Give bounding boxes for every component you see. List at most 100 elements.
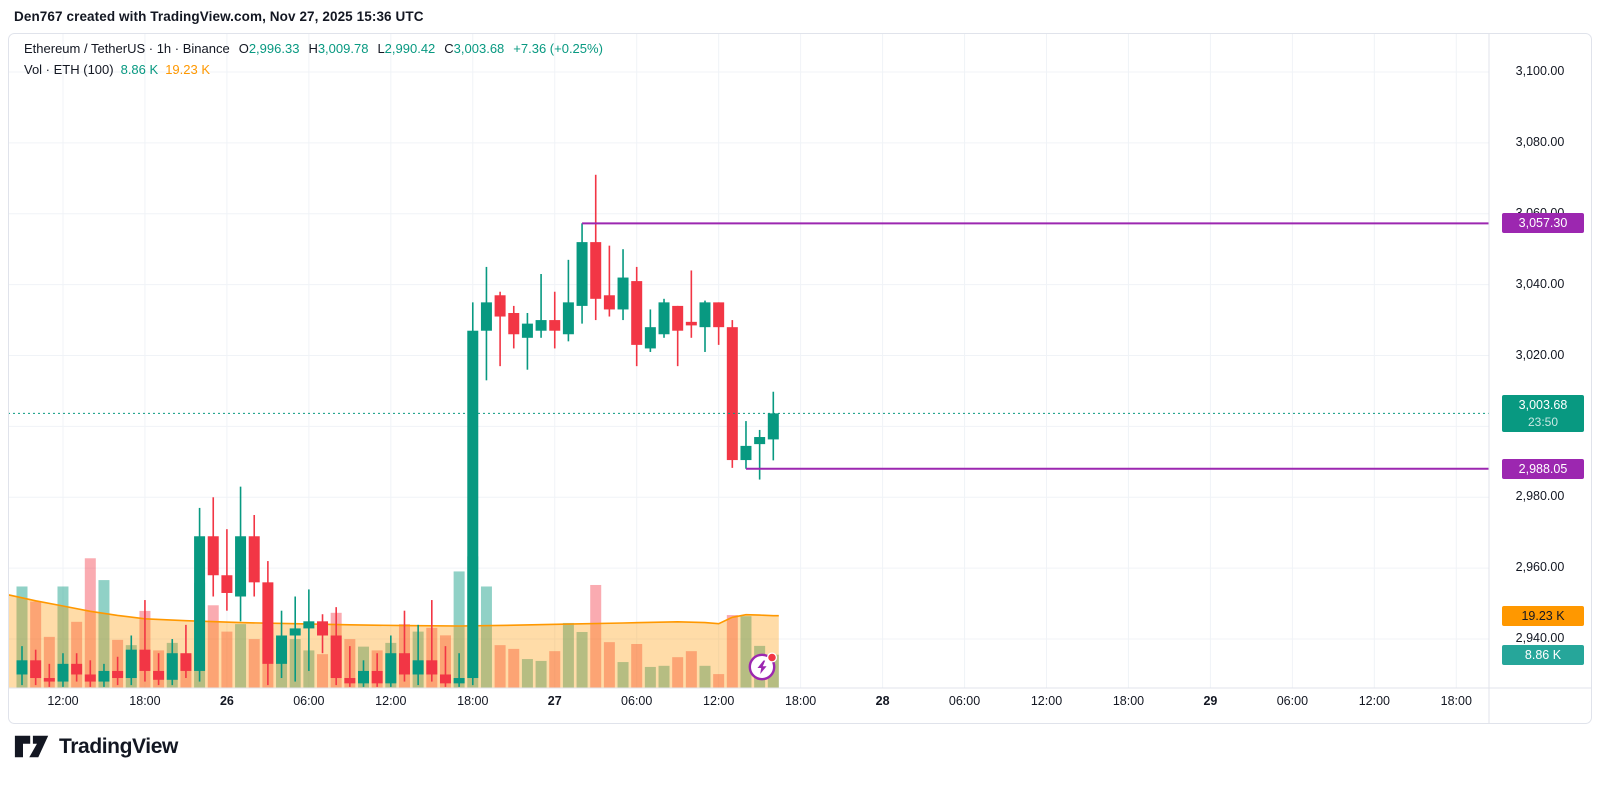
time-axis-label: 27 — [547, 694, 562, 708]
legend-symbol-row[interactable]: Ethereum / TetherUS · 1h · Binance O2,99… — [24, 41, 603, 56]
bar-countdown: 23:50 — [1527, 414, 1559, 429]
candle-body — [84, 674, 96, 682]
gridlines — [8, 33, 1489, 688]
symbol-title[interactable]: Ethereum / TetherUS · 1h · Binance — [24, 41, 230, 56]
candle-body — [754, 437, 766, 445]
volume-bar — [207, 605, 219, 688]
time-axis-label: 18:00 — [1112, 694, 1145, 708]
lightning-icon — [757, 660, 767, 674]
level-badge-3057: 3,057.30 — [1502, 213, 1584, 234]
candle-body — [631, 281, 643, 345]
volume-bar — [590, 584, 602, 688]
ohlc-open: O2,996.33 — [238, 41, 300, 56]
candle-wick — [676, 305, 679, 367]
time-axis-label: 12:00 — [703, 694, 735, 708]
last-price-value: 3,003.68 — [1518, 397, 1568, 412]
volume-bar — [453, 571, 465, 688]
candle-wick — [608, 245, 611, 317]
candle-body — [658, 302, 670, 335]
attribution-text: Den767 created with TradingView.com, Nov… — [14, 9, 424, 24]
candle-body — [535, 320, 547, 331]
tradingview-logo-text: TradingView — [59, 734, 178, 758]
volume-value: 8.86 K — [120, 62, 159, 77]
candle-body — [57, 663, 69, 682]
price-axis-label: 2,940.00 — [1515, 631, 1565, 646]
candle-body — [221, 575, 233, 593]
candle-wick — [48, 663, 51, 687]
candle-body — [71, 663, 83, 675]
candle-body — [508, 312, 520, 335]
volume-bar — [43, 636, 55, 688]
candle-body — [180, 653, 192, 671]
candle-body — [685, 321, 697, 326]
volume-bar — [235, 624, 247, 688]
volume-bar — [726, 615, 738, 688]
time-axis-label: 06:00 — [1276, 694, 1309, 708]
volume-bar — [57, 586, 69, 688]
candle-body — [235, 536, 247, 597]
candle-body — [30, 660, 42, 679]
notification-dot — [766, 652, 778, 663]
candle-wick — [567, 259, 570, 342]
candle-body — [549, 320, 561, 331]
volume-bar — [248, 639, 260, 688]
candle-body — [467, 330, 479, 679]
candle-body — [562, 302, 574, 335]
volume-bar — [699, 665, 711, 688]
candle-body — [767, 413, 779, 440]
candle-wick — [403, 610, 406, 682]
time-axis-label: 06:00 — [948, 694, 981, 708]
tradingview-logo[interactable]: TradingView — [14, 733, 178, 760]
candle-body — [153, 670, 165, 680]
candle-body — [672, 305, 684, 331]
volume-bar — [631, 644, 643, 688]
time-axis-label: 12:00 — [47, 694, 79, 708]
candle-wick — [376, 653, 378, 687]
candle-body — [289, 628, 301, 636]
candle-wick — [431, 600, 433, 682]
candle-wick — [185, 624, 187, 679]
volume-bar — [562, 622, 574, 688]
price-change: +7.36 (+0.25%) — [513, 41, 603, 56]
time-axis-label: 18:00 — [1440, 694, 1472, 708]
candle-wick — [540, 274, 542, 338]
candle-body — [453, 678, 465, 684]
volume-bar — [521, 659, 533, 688]
volume-title[interactable]: Vol · ETH (100) — [24, 62, 114, 77]
candle-body — [125, 649, 137, 679]
candle-wick — [349, 646, 351, 687]
candle-body — [398, 653, 410, 675]
time-axis-label: 06:00 — [621, 694, 653, 708]
time-axis-label: 12:00 — [1030, 694, 1063, 708]
candle-body — [726, 327, 738, 461]
candle-body — [521, 323, 533, 338]
time-axis-label: 28 — [875, 694, 890, 708]
candle-body — [439, 674, 451, 684]
candle-body — [98, 670, 110, 682]
candle-wick — [458, 653, 460, 687]
candle-body — [358, 670, 369, 684]
candle-body — [590, 242, 602, 299]
ohlc-low: L2,990.42 — [377, 41, 436, 56]
candle-wick — [690, 270, 693, 338]
candle-wick — [526, 312, 529, 370]
candle-body — [740, 445, 752, 461]
last-price-badge: 3,003.68 23:50 — [1502, 394, 1584, 432]
volume-bar — [84, 558, 96, 688]
candle-body — [617, 277, 629, 310]
volume-bar — [535, 660, 547, 688]
volume-bar — [713, 674, 725, 688]
candle-body — [371, 670, 383, 684]
volume-bar — [603, 642, 615, 688]
candle-wick — [417, 624, 419, 686]
quick-trade-button[interactable] — [747, 651, 778, 682]
candle-body — [262, 582, 274, 664]
candle-body — [603, 295, 615, 310]
volume-bar — [658, 665, 670, 688]
candle-wick — [157, 653, 160, 686]
candle-body — [344, 678, 356, 684]
legend-volume-row[interactable]: Vol · ETH (100) 8.86 K 19.23 K — [24, 62, 603, 77]
candle-wick — [308, 589, 310, 671]
